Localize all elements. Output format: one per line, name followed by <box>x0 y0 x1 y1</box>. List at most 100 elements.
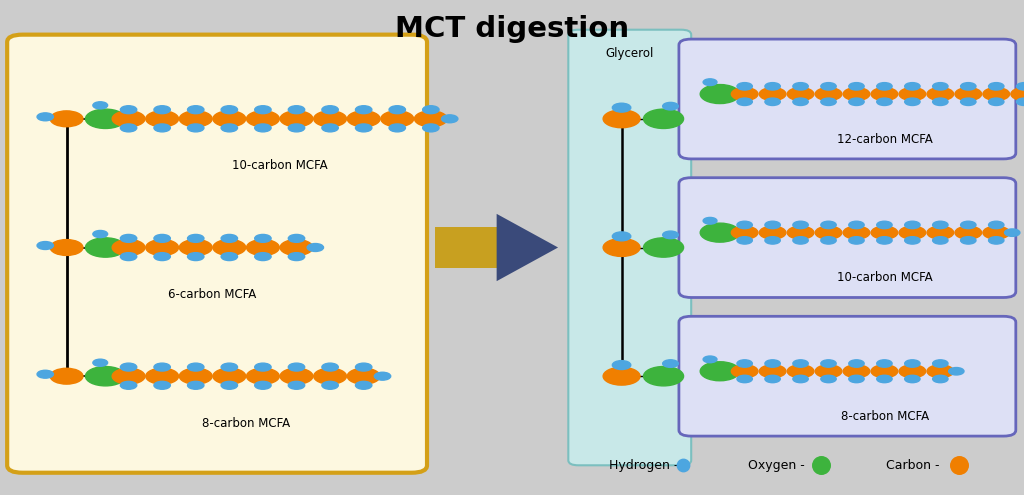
Circle shape <box>961 98 976 105</box>
FancyBboxPatch shape <box>679 178 1016 297</box>
Text: Carbon -: Carbon - <box>886 459 939 472</box>
Circle shape <box>289 381 305 389</box>
Circle shape <box>322 124 338 132</box>
Circle shape <box>37 242 53 249</box>
Circle shape <box>955 88 982 100</box>
Circle shape <box>255 106 271 114</box>
Text: 8-carbon MCFA: 8-carbon MCFA <box>841 410 929 423</box>
Circle shape <box>877 221 892 229</box>
Circle shape <box>121 124 137 132</box>
Circle shape <box>145 240 178 255</box>
Point <box>675 461 691 469</box>
Circle shape <box>905 360 920 367</box>
Circle shape <box>322 381 338 389</box>
Circle shape <box>793 375 808 383</box>
Circle shape <box>927 226 953 239</box>
Circle shape <box>961 83 976 90</box>
Point <box>951 461 968 469</box>
Circle shape <box>933 98 948 105</box>
Circle shape <box>877 98 892 105</box>
Circle shape <box>643 109 684 129</box>
Circle shape <box>731 226 758 239</box>
Circle shape <box>700 362 739 381</box>
Circle shape <box>313 368 346 384</box>
Circle shape <box>113 368 145 384</box>
Circle shape <box>933 83 948 90</box>
Text: MCT digestion: MCT digestion <box>395 15 629 43</box>
Circle shape <box>247 240 280 255</box>
Circle shape <box>737 360 753 367</box>
Circle shape <box>700 85 739 103</box>
Circle shape <box>737 83 753 90</box>
Circle shape <box>988 221 1004 229</box>
Circle shape <box>793 221 808 229</box>
Circle shape <box>793 360 808 367</box>
Circle shape <box>961 221 976 229</box>
Circle shape <box>737 98 753 105</box>
Circle shape <box>927 365 953 378</box>
Circle shape <box>905 237 920 244</box>
Circle shape <box>765 375 780 383</box>
Circle shape <box>221 106 238 114</box>
Circle shape <box>988 237 1004 244</box>
FancyBboxPatch shape <box>679 39 1016 159</box>
Text: 6-carbon MCFA: 6-carbon MCFA <box>168 288 257 301</box>
Circle shape <box>121 235 137 243</box>
Circle shape <box>821 237 837 244</box>
Circle shape <box>603 239 640 256</box>
Circle shape <box>145 111 178 127</box>
Circle shape <box>612 232 631 241</box>
Circle shape <box>154 381 170 389</box>
Circle shape <box>375 372 391 380</box>
Circle shape <box>899 88 926 100</box>
Circle shape <box>221 124 238 132</box>
Circle shape <box>765 98 780 105</box>
Circle shape <box>793 98 808 105</box>
Circle shape <box>871 365 898 378</box>
Circle shape <box>663 102 678 110</box>
Circle shape <box>255 252 271 260</box>
Circle shape <box>905 98 920 105</box>
Circle shape <box>765 221 780 229</box>
Text: Glycerol: Glycerol <box>605 47 654 60</box>
Circle shape <box>703 356 717 363</box>
Circle shape <box>154 363 170 371</box>
Circle shape <box>793 237 808 244</box>
Circle shape <box>187 235 204 243</box>
Circle shape <box>821 98 837 105</box>
Circle shape <box>415 111 447 127</box>
Circle shape <box>289 124 305 132</box>
Circle shape <box>289 363 305 371</box>
Circle shape <box>247 368 280 384</box>
Circle shape <box>355 124 372 132</box>
Text: Oxygen -: Oxygen - <box>748 459 804 472</box>
Circle shape <box>255 381 271 389</box>
Circle shape <box>983 226 1010 239</box>
Circle shape <box>731 88 758 100</box>
Circle shape <box>187 106 204 114</box>
Circle shape <box>612 103 631 112</box>
Circle shape <box>37 113 53 121</box>
Circle shape <box>948 367 964 375</box>
Circle shape <box>145 368 178 384</box>
Circle shape <box>737 375 753 383</box>
Circle shape <box>843 226 869 239</box>
Circle shape <box>899 365 926 378</box>
Circle shape <box>85 238 126 257</box>
Circle shape <box>355 381 372 389</box>
Circle shape <box>213 240 246 255</box>
Circle shape <box>988 98 1004 105</box>
Circle shape <box>179 368 212 384</box>
Circle shape <box>983 88 1010 100</box>
Circle shape <box>441 115 458 123</box>
Circle shape <box>821 375 837 383</box>
Circle shape <box>221 235 238 243</box>
Text: Hydrogen -: Hydrogen - <box>609 459 679 472</box>
Circle shape <box>154 106 170 114</box>
Circle shape <box>85 109 126 129</box>
Circle shape <box>381 111 414 127</box>
Circle shape <box>85 366 126 386</box>
Circle shape <box>121 381 137 389</box>
Circle shape <box>50 368 83 384</box>
Circle shape <box>849 83 864 90</box>
